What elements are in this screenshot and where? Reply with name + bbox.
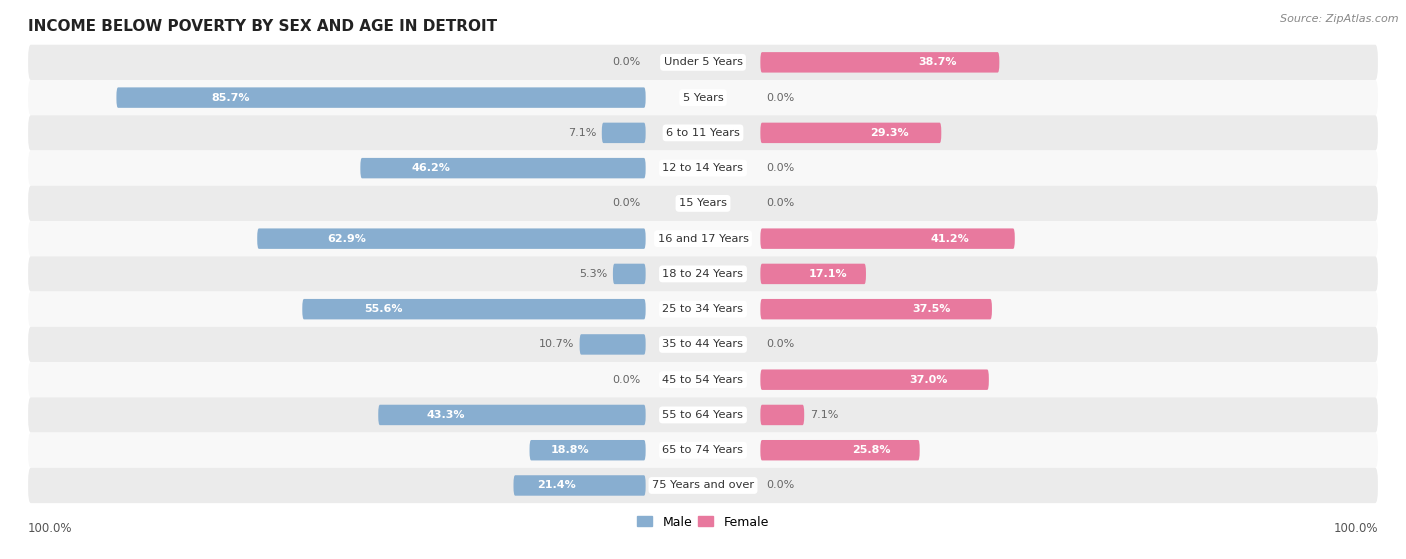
Text: 55.6%: 55.6%	[364, 304, 402, 314]
Text: 0.0%: 0.0%	[612, 198, 640, 209]
Text: 29.3%: 29.3%	[870, 128, 908, 138]
Text: 45 to 54 Years: 45 to 54 Years	[662, 375, 744, 385]
Text: 100.0%: 100.0%	[1333, 523, 1378, 536]
FancyBboxPatch shape	[28, 468, 1378, 503]
Text: 0.0%: 0.0%	[766, 198, 794, 209]
FancyBboxPatch shape	[28, 433, 1378, 468]
Text: 0.0%: 0.0%	[766, 339, 794, 349]
FancyBboxPatch shape	[28, 115, 1378, 150]
Text: 43.3%: 43.3%	[426, 410, 465, 420]
Text: 18 to 24 Years: 18 to 24 Years	[662, 269, 744, 279]
Text: 0.0%: 0.0%	[766, 481, 794, 490]
FancyBboxPatch shape	[579, 334, 645, 354]
FancyBboxPatch shape	[28, 150, 1378, 186]
Text: 37.5%: 37.5%	[912, 304, 950, 314]
Text: 0.0%: 0.0%	[766, 93, 794, 103]
FancyBboxPatch shape	[28, 397, 1378, 433]
FancyBboxPatch shape	[28, 362, 1378, 397]
Text: 0.0%: 0.0%	[612, 375, 640, 385]
Text: 62.9%: 62.9%	[328, 234, 366, 244]
Text: 5.3%: 5.3%	[579, 269, 607, 279]
FancyBboxPatch shape	[28, 186, 1378, 221]
FancyBboxPatch shape	[613, 264, 645, 284]
Text: 35 to 44 Years: 35 to 44 Years	[662, 339, 744, 349]
Text: 0.0%: 0.0%	[766, 163, 794, 173]
Text: 10.7%: 10.7%	[538, 339, 574, 349]
Text: Under 5 Years: Under 5 Years	[664, 58, 742, 67]
FancyBboxPatch shape	[761, 405, 804, 425]
Text: 65 to 74 Years: 65 to 74 Years	[662, 445, 744, 455]
Text: 85.7%: 85.7%	[212, 93, 250, 103]
FancyBboxPatch shape	[360, 158, 645, 178]
Text: 25.8%: 25.8%	[852, 445, 891, 455]
FancyBboxPatch shape	[761, 299, 993, 319]
FancyBboxPatch shape	[302, 299, 645, 319]
FancyBboxPatch shape	[117, 87, 645, 108]
Text: 7.1%: 7.1%	[568, 128, 596, 138]
FancyBboxPatch shape	[530, 440, 645, 461]
Text: 0.0%: 0.0%	[612, 58, 640, 67]
FancyBboxPatch shape	[28, 80, 1378, 115]
Text: 25 to 34 Years: 25 to 34 Years	[662, 304, 744, 314]
FancyBboxPatch shape	[761, 369, 988, 390]
Text: 7.1%: 7.1%	[810, 410, 838, 420]
FancyBboxPatch shape	[378, 405, 645, 425]
FancyBboxPatch shape	[761, 122, 941, 143]
Text: 46.2%: 46.2%	[412, 163, 450, 173]
Text: 100.0%: 100.0%	[28, 523, 73, 536]
Text: 17.1%: 17.1%	[808, 269, 846, 279]
FancyBboxPatch shape	[513, 475, 645, 496]
Legend: Male, Female: Male, Female	[633, 510, 773, 533]
FancyBboxPatch shape	[28, 221, 1378, 256]
Text: Source: ZipAtlas.com: Source: ZipAtlas.com	[1281, 14, 1399, 24]
Text: 5 Years: 5 Years	[683, 93, 723, 103]
Text: 55 to 64 Years: 55 to 64 Years	[662, 410, 744, 420]
FancyBboxPatch shape	[28, 256, 1378, 292]
FancyBboxPatch shape	[28, 45, 1378, 80]
Text: 75 Years and over: 75 Years and over	[652, 481, 754, 490]
Text: 6 to 11 Years: 6 to 11 Years	[666, 128, 740, 138]
FancyBboxPatch shape	[28, 327, 1378, 362]
Text: INCOME BELOW POVERTY BY SEX AND AGE IN DETROIT: INCOME BELOW POVERTY BY SEX AND AGE IN D…	[28, 19, 498, 34]
FancyBboxPatch shape	[761, 440, 920, 461]
FancyBboxPatch shape	[257, 229, 645, 249]
Text: 12 to 14 Years: 12 to 14 Years	[662, 163, 744, 173]
FancyBboxPatch shape	[602, 122, 645, 143]
FancyBboxPatch shape	[761, 229, 1015, 249]
FancyBboxPatch shape	[761, 52, 1000, 73]
Text: 16 and 17 Years: 16 and 17 Years	[658, 234, 748, 244]
Text: 18.8%: 18.8%	[550, 445, 589, 455]
Text: 15 Years: 15 Years	[679, 198, 727, 209]
FancyBboxPatch shape	[761, 264, 866, 284]
FancyBboxPatch shape	[28, 292, 1378, 327]
Text: 37.0%: 37.0%	[910, 375, 948, 385]
Text: 38.7%: 38.7%	[918, 58, 956, 67]
Text: 41.2%: 41.2%	[931, 234, 969, 244]
Text: 21.4%: 21.4%	[537, 481, 576, 490]
